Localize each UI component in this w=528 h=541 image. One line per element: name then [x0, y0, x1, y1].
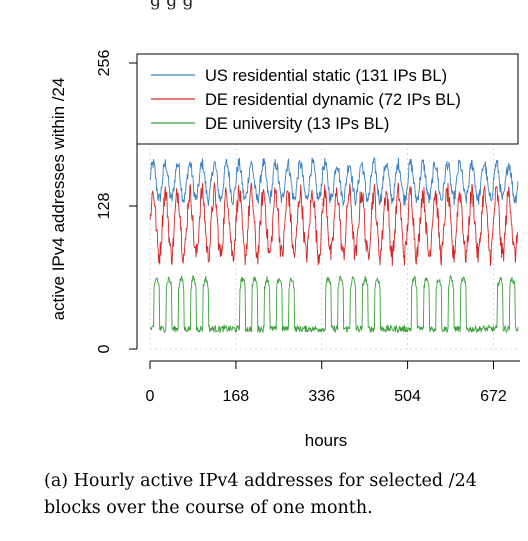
- x-axis-label: hours: [305, 431, 348, 450]
- x-tick-label-3: 504: [394, 388, 421, 405]
- x-tick-label-1: 168: [223, 388, 250, 405]
- x-tick-label-2: 336: [308, 388, 335, 405]
- line-chart: US residential static (131 IPs BL) DE res…: [49, 50, 520, 450]
- series-line-1: [149, 182, 519, 267]
- legend-box: [136, 53, 519, 145]
- legend-label-1: DE residential dynamic (72 IPs BL): [205, 91, 461, 109]
- series-line-0: [149, 157, 519, 206]
- y-tick-label-0: 0: [96, 344, 113, 353]
- series-lines: [149, 157, 519, 334]
- series-line-2: [149, 274, 519, 334]
- figure-caption: (a) Hourly active IPv4 addresses for sel…: [44, 471, 477, 518]
- legend: US residential static (131 IPs BL) DE res…: [151, 67, 461, 133]
- top-cut-text: g g g: [0, 0, 528, 14]
- x-tick-label-4: 672: [480, 388, 507, 405]
- x-tick-label-0: 0: [146, 388, 155, 405]
- y-tick-label-1: 128: [96, 193, 113, 220]
- cut-text-fragment: g g g: [150, 0, 194, 11]
- y-tick-label-2: 256: [96, 50, 113, 77]
- x-ticks: 0 168 336 504 672: [146, 361, 507, 405]
- legend-label-0: US residential static (131 IPs BL): [205, 67, 447, 85]
- y-ticks: 0 128 256: [96, 50, 137, 353]
- y-axis-label: active IPv4 addresses within /24: [49, 78, 68, 321]
- legend-label-2: DE university (13 IPs BL): [205, 115, 389, 133]
